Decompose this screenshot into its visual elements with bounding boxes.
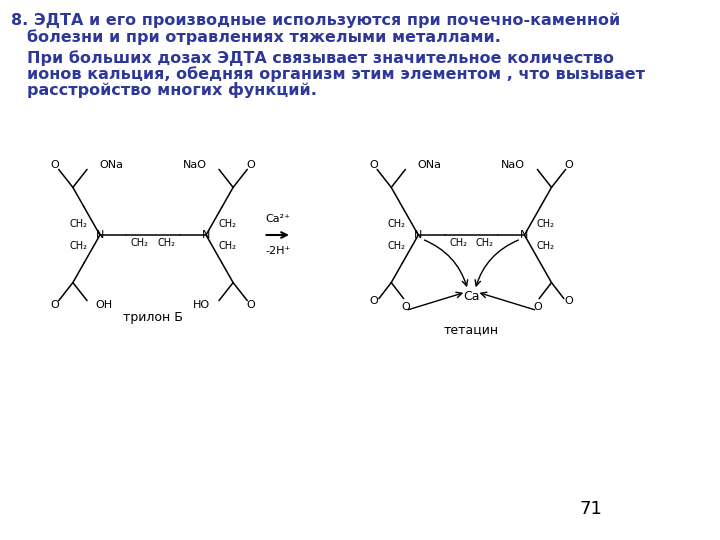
Text: NaO: NaO xyxy=(501,160,525,171)
Text: HO: HO xyxy=(193,300,210,309)
Text: O: O xyxy=(564,295,574,306)
Text: ионов кальция, обедняя организм этим элементом , что вызывает: ионов кальция, обедняя организм этим эле… xyxy=(27,66,644,82)
Text: трилон Б: трилон Б xyxy=(123,310,183,323)
Text: NaO: NaO xyxy=(183,160,207,171)
Text: CH₂: CH₂ xyxy=(131,238,149,248)
Text: CH₂: CH₂ xyxy=(537,241,555,251)
Text: CH₂: CH₂ xyxy=(69,241,87,251)
Text: O: O xyxy=(246,160,255,171)
Text: CH₂: CH₂ xyxy=(69,219,87,229)
Text: CH₂: CH₂ xyxy=(537,219,555,229)
Text: CH₂: CH₂ xyxy=(219,241,237,251)
Text: Ca: Ca xyxy=(463,291,480,303)
Text: 71: 71 xyxy=(580,500,602,518)
Text: CH₂: CH₂ xyxy=(449,238,467,248)
Text: O: O xyxy=(533,302,541,312)
Text: При больших дозах ЭДТА связывает значительное количество: При больших дозах ЭДТА связывает значите… xyxy=(27,50,613,66)
Text: O: O xyxy=(51,300,60,309)
Text: N: N xyxy=(521,230,528,240)
Text: O: O xyxy=(564,160,574,171)
Text: O: O xyxy=(51,160,60,171)
Text: N: N xyxy=(202,230,210,240)
Text: N: N xyxy=(414,230,423,240)
Text: тетацин: тетацин xyxy=(444,323,499,336)
Text: CH₂: CH₂ xyxy=(388,219,406,229)
Text: болезни и при отравлениях тяжелыми металлами.: болезни и при отравлениях тяжелыми метал… xyxy=(27,29,500,45)
Text: O: O xyxy=(401,302,410,312)
Text: -2H⁺: -2H⁺ xyxy=(265,246,290,256)
Text: O: O xyxy=(246,300,255,309)
Text: O: O xyxy=(369,295,378,306)
Text: N: N xyxy=(96,230,104,240)
Text: OH: OH xyxy=(96,300,113,309)
Text: CH₂: CH₂ xyxy=(219,219,237,229)
Text: CH₂: CH₂ xyxy=(476,238,494,248)
Text: ONa: ONa xyxy=(99,160,123,171)
Text: Ca²⁺: Ca²⁺ xyxy=(265,214,290,224)
Text: CH₂: CH₂ xyxy=(157,238,175,248)
Text: 8. ЭДТА и его производные используются при почечно-каменной: 8. ЭДТА и его производные используются п… xyxy=(11,13,620,29)
Text: CH₂: CH₂ xyxy=(388,241,406,251)
Text: O: O xyxy=(369,160,378,171)
Text: расстройство многих функций.: расстройство многих функций. xyxy=(27,82,316,98)
Text: ONa: ONa xyxy=(418,160,442,171)
